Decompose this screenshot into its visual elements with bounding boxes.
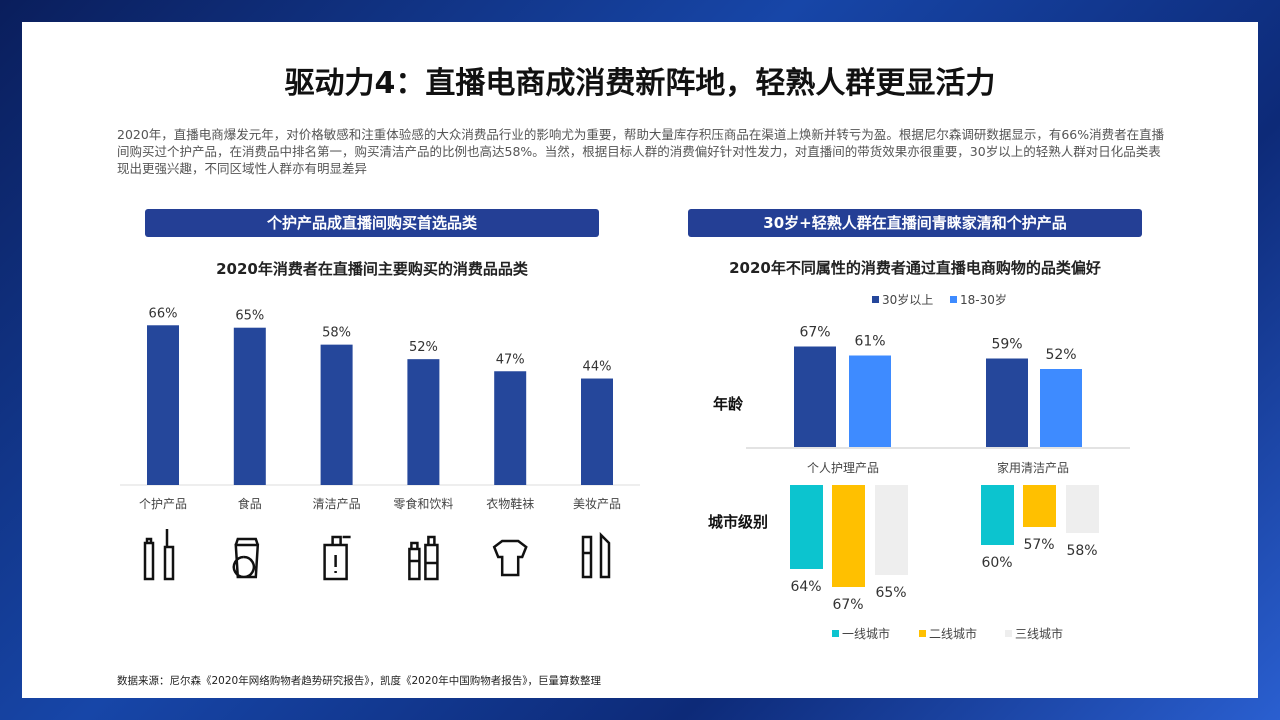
category-label: 清洁产品 [313, 497, 361, 511]
category-label: 衣物鞋袜 [486, 496, 534, 511]
city-data-label: 67% [832, 597, 863, 613]
age-data-label: 52% [1045, 347, 1076, 363]
age-data-label: 59% [991, 337, 1022, 353]
data-label: 52% [409, 340, 438, 355]
page-title: 驱动力4：直播电商成消费新阵地，轻熟人群更显活力 [284, 66, 996, 101]
legend-label: 30岁以上 [882, 292, 933, 307]
legend-swatch [950, 296, 957, 303]
city-bar [981, 485, 1014, 545]
data-label: 58% [322, 326, 351, 341]
city-data-label: 58% [1066, 543, 1097, 559]
city-bar [875, 485, 908, 575]
clothing-icon [492, 539, 528, 577]
food-icon [232, 537, 260, 579]
city-data-label: 64% [790, 579, 821, 595]
left-chart-title: 2020年消费者在直播间主要购买的消费品品类 [216, 260, 528, 278]
city-bar [790, 485, 823, 569]
city-data-label: 57% [1023, 537, 1054, 553]
age-bar [1040, 369, 1082, 447]
right-chart-title: 2020年不同属性的消费者通过直播电商购物的品类偏好 [729, 259, 1101, 277]
right-banner: 30岁+轻熟人群在直播间青睐家清和个护产品 [688, 209, 1142, 237]
category-label: 个人护理产品 [807, 461, 879, 475]
age-data-label: 61% [854, 334, 885, 350]
makeup-icon [581, 531, 611, 579]
cleaning-bottle-icon [323, 535, 351, 581]
age-row-label: 年龄 [713, 395, 744, 413]
age-bar [794, 346, 836, 447]
legend-label: 一线城市 [842, 626, 890, 641]
bar [581, 378, 613, 485]
left-banner: 个护产品成直播间购买首选品类 [145, 209, 599, 237]
city-data-label: 65% [875, 585, 906, 601]
bar [147, 325, 179, 485]
legend-swatch [872, 296, 879, 303]
slide-panel [22, 22, 1258, 698]
data-label: 66% [149, 306, 178, 321]
drinks-icon [408, 535, 439, 581]
category-label: 个护产品 [139, 497, 187, 511]
legend-label: 三线城市 [1015, 626, 1063, 641]
category-label: 美妆产品 [573, 497, 621, 511]
bar [494, 371, 527, 485]
bar [233, 327, 266, 485]
lotion-toothbrush-icon [143, 529, 175, 581]
data-label: 65% [235, 309, 264, 324]
category-label: 家用清洁产品 [997, 460, 1069, 475]
intro-text: 2020年，直播电商爆发元年，对价格敏感和注重体验感的大众消费品行业的影响尤为重… [117, 127, 1165, 176]
city-bar [1066, 485, 1099, 533]
age-data-label: 67% [799, 325, 830, 341]
age-bar [849, 355, 891, 447]
data-label: 44% [583, 360, 612, 375]
age-bar [986, 358, 1028, 447]
category-label: 零食和饮料 [393, 496, 453, 511]
legend-label: 18-30岁 [960, 292, 1007, 307]
legend-swatch [1005, 630, 1012, 637]
city-data-label: 60% [981, 555, 1012, 571]
bar [320, 344, 353, 485]
source-note: 数据来源：尼尔森《2020年网络购物者趋势研究报告》，凯度《2020年中国购物者… [117, 675, 601, 687]
city-row-label: 城市级别 [708, 513, 768, 531]
data-label: 47% [496, 352, 525, 367]
legend-swatch [919, 630, 926, 637]
legend-label: 二线城市 [929, 626, 977, 641]
city-bar [832, 485, 865, 587]
category-label: 食品 [238, 496, 262, 511]
bar [407, 359, 440, 485]
city-bar [1023, 485, 1056, 527]
legend-swatch [832, 630, 839, 637]
